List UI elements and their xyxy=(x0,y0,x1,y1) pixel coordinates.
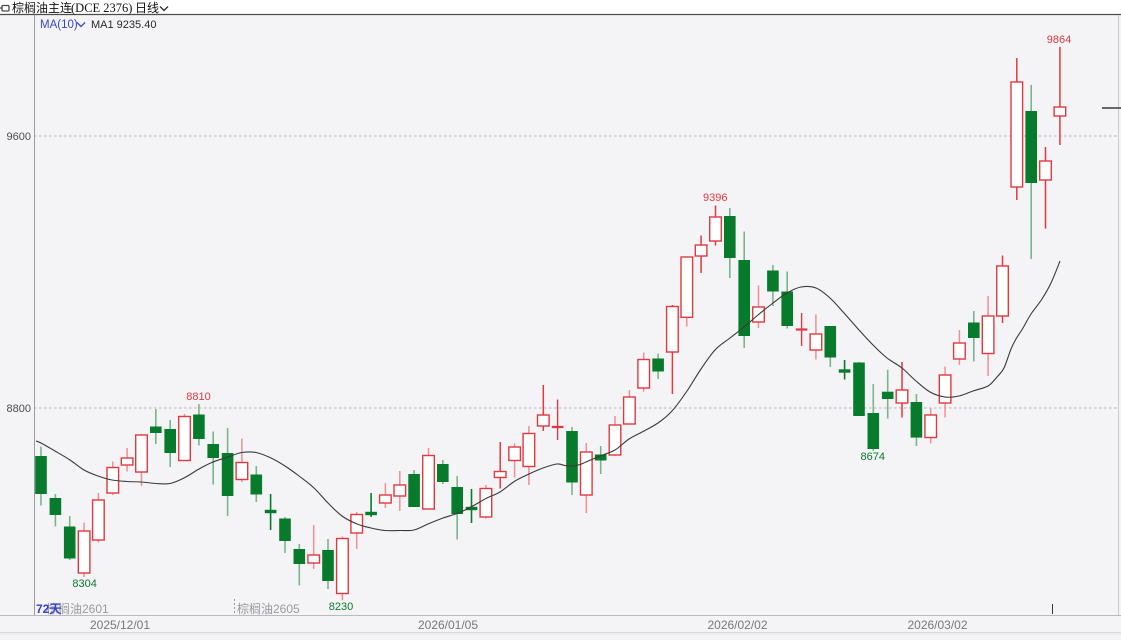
svg-text:2026/02/02: 2026/02/02 xyxy=(707,618,767,632)
svg-text:9600: 9600 xyxy=(7,131,31,143)
svg-text:MA1 9235.40: MA1 9235.40 xyxy=(91,19,156,31)
svg-text:9396: 9396 xyxy=(703,192,727,204)
svg-text:9864: 9864 xyxy=(1047,34,1071,46)
svg-text:日线: 日线 xyxy=(135,1,159,15)
svg-text:8810: 8810 xyxy=(186,391,210,403)
svg-text:2026/01/05: 2026/01/05 xyxy=(418,618,478,632)
svg-text:8800: 8800 xyxy=(7,403,31,415)
svg-text:棕榈油2605: 棕榈油2605 xyxy=(237,601,300,616)
svg-text:8230: 8230 xyxy=(329,601,353,613)
svg-text:8674: 8674 xyxy=(861,451,885,463)
svg-text:棕榈油主连: 棕榈油主连 xyxy=(12,0,72,15)
svg-text:8304: 8304 xyxy=(72,578,96,590)
svg-text:MA(10): MA(10) xyxy=(40,19,78,31)
svg-text:(DCE 2376): (DCE 2376) xyxy=(71,1,132,15)
svg-text:2026/03/02: 2026/03/02 xyxy=(907,618,967,632)
svg-text:棕榈油2601: 棕榈油2601 xyxy=(46,601,109,616)
svg-text:2025/12/01: 2025/12/01 xyxy=(90,618,150,632)
svg-text:72天: 72天 xyxy=(36,602,62,616)
